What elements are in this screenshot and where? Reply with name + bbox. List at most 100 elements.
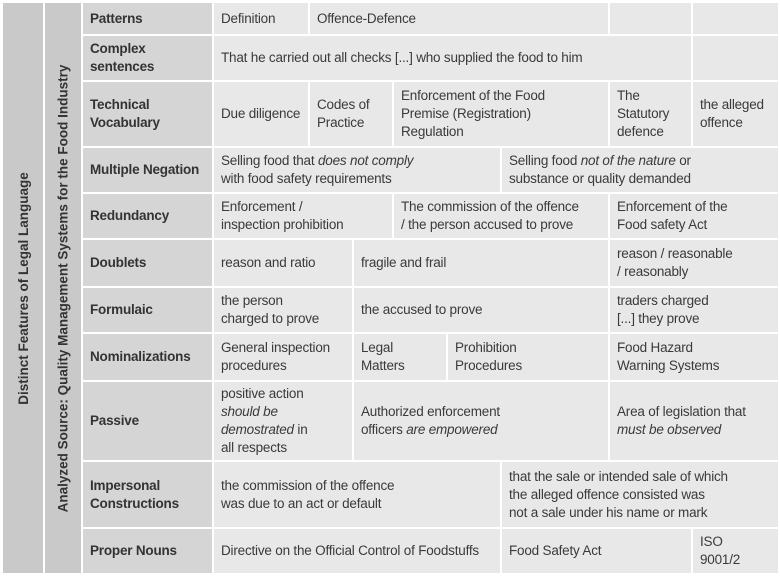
table-cell: traders charged [...] they prove bbox=[610, 288, 778, 332]
cell-text: Selling food that does not comply with f… bbox=[221, 152, 413, 188]
cell-text: Definition bbox=[221, 10, 275, 28]
table-cell: The Statutory defence bbox=[610, 82, 691, 146]
row-header: Impersonal Constructions bbox=[83, 462, 212, 527]
table-cell: Enforcement of the Food Premise (Registr… bbox=[394, 82, 608, 146]
text-segment: Selling food bbox=[509, 153, 581, 168]
row-header: Nominalizations bbox=[83, 334, 212, 380]
table-cell: Area of legislation that must be observe… bbox=[610, 382, 778, 460]
text-segment: Area of legislation that bbox=[617, 404, 746, 419]
row-header: Redundancy bbox=[83, 194, 212, 238]
emphasized-text: are empowered bbox=[406, 422, 498, 437]
row-header: Complex sentences bbox=[83, 36, 212, 80]
text-segment: Food Safety Act bbox=[509, 543, 602, 558]
side-label-outer-panel: Distinct Features of Legal Language bbox=[3, 3, 43, 573]
text-segment: Authorized enforcement officers bbox=[361, 404, 500, 437]
text-segment: the alleged offence bbox=[700, 97, 764, 130]
side-label-inner-panel: Analyzed Source: Quality Management Syst… bbox=[45, 3, 81, 573]
text-segment: fragile and frail bbox=[361, 255, 447, 270]
table-cell: positive action should be demostrated in… bbox=[214, 382, 352, 460]
empty-table-cell bbox=[693, 3, 778, 34]
text-segment: the person charged to prove bbox=[221, 293, 320, 326]
table-cell: Selling food that does not comply with f… bbox=[214, 148, 500, 192]
cell-text: Codes of Practice bbox=[317, 96, 370, 132]
emphasized-text: not of the nature bbox=[580, 153, 676, 168]
table-cell: Definition bbox=[214, 3, 308, 34]
table-cell: reason / reasonable / reasonably bbox=[610, 240, 778, 286]
cell-text: ISO 9001/2 bbox=[700, 533, 740, 569]
cell-text: reason and ratio bbox=[221, 254, 316, 272]
table-cell: Due diligence bbox=[214, 82, 308, 146]
text-segment: Directive on the Official Control of Foo… bbox=[221, 543, 479, 558]
row-header: Doublets bbox=[83, 240, 212, 286]
table-cell: Prohibition Procedures bbox=[448, 334, 608, 380]
cell-text: Selling food not of the nature or substa… bbox=[509, 152, 691, 188]
text-segment: Codes of Practice bbox=[317, 97, 370, 130]
row-header: Passive bbox=[83, 382, 212, 460]
text-segment: reason and ratio bbox=[221, 255, 316, 270]
text-segment: General inspection procedures bbox=[221, 340, 330, 373]
table-cell: Selling food not of the nature or substa… bbox=[502, 148, 778, 192]
cell-text: traders charged [...] they prove bbox=[617, 292, 709, 328]
text-segment: reason / reasonable / reasonably bbox=[617, 246, 733, 279]
cell-text: Food Safety Act bbox=[509, 542, 602, 560]
text-segment: traders charged [...] they prove bbox=[617, 293, 709, 326]
table-cell: Authorized enforcement officers are empo… bbox=[354, 382, 608, 460]
cell-text: the accused to prove bbox=[361, 301, 483, 319]
table-cell: Offence-Defence bbox=[310, 3, 608, 34]
table-cell: ISO 9001/2 bbox=[693, 529, 778, 573]
cell-text: The commission of the offence / the pers… bbox=[401, 198, 579, 234]
table-cell: Food Hazard Warning Systems bbox=[610, 334, 778, 380]
text-segment: the accused to prove bbox=[361, 302, 483, 317]
row-header: Technical Vocabulary bbox=[83, 82, 212, 146]
row-header: Proper Nouns bbox=[83, 529, 212, 573]
cell-text: The Statutory defence bbox=[617, 87, 669, 141]
cell-text: Enforcement of the Food Premise (Registr… bbox=[401, 87, 545, 141]
text-segment: Food Hazard Warning Systems bbox=[617, 340, 720, 373]
text-segment: Enforcement of the Food safety Act bbox=[617, 199, 728, 232]
empty-table-cell bbox=[610, 3, 691, 34]
text-segment: or substance or quality demanded bbox=[509, 153, 691, 186]
table-cell: that the sale or intended sale of which … bbox=[502, 462, 778, 527]
text-segment: that the sale or intended sale of which … bbox=[509, 468, 728, 520]
table-cell: the person charged to prove bbox=[214, 288, 352, 332]
table-cell: General inspection procedures bbox=[214, 334, 352, 380]
emphasized-text: does not comply bbox=[317, 153, 414, 168]
emphasized-text: should be demostrated bbox=[221, 404, 294, 437]
cell-text: Legal Matters bbox=[361, 339, 405, 375]
table-cell: Directive on the Official Control of Foo… bbox=[214, 529, 500, 573]
table-cell: That he carried out all checks [...] who… bbox=[214, 36, 691, 80]
text-segment: positive action bbox=[221, 386, 304, 401]
table-cell: fragile and frail bbox=[354, 240, 608, 286]
table-cell: Food Safety Act bbox=[502, 529, 691, 573]
side-label-inner: Analyzed Source: Quality Management Syst… bbox=[55, 64, 71, 512]
cell-text: Food Hazard Warning Systems bbox=[617, 339, 719, 375]
cell-text: reason / reasonable / reasonably bbox=[617, 245, 733, 281]
side-label-outer: Distinct Features of Legal Language bbox=[15, 171, 31, 405]
text-segment: The Statutory defence bbox=[617, 88, 670, 139]
text-segment: Definition bbox=[221, 10, 276, 26]
cell-text: Offence-Defence bbox=[317, 10, 416, 28]
text-segment: Due diligence bbox=[221, 106, 301, 121]
text-segment: in all respects bbox=[221, 422, 308, 455]
cell-text: Area of legislation that must be observe… bbox=[617, 403, 746, 439]
cell-text: positive action should be demostrated in… bbox=[221, 385, 308, 457]
text-segment: Legal Matters bbox=[361, 340, 405, 373]
empty-table-cell bbox=[693, 36, 778, 80]
table-cell: Enforcement / inspection prohibition bbox=[214, 194, 392, 238]
cell-text: the person charged to prove bbox=[221, 292, 319, 328]
table-cell: the accused to prove bbox=[354, 288, 608, 332]
text-segment: Enforcement of the Food Premise (Registr… bbox=[401, 88, 545, 139]
table-cell: The commission of the offence / the pers… bbox=[394, 194, 608, 238]
row-header: Multiple Negation bbox=[83, 148, 212, 192]
cell-text: Enforcement / inspection prohibition bbox=[221, 198, 344, 234]
cell-text: Prohibition Procedures bbox=[455, 339, 522, 375]
text-segment: ISO 9001/2 bbox=[700, 534, 741, 567]
text-segment: with food safety requirements bbox=[221, 171, 392, 186]
row-header: Formulaic bbox=[83, 288, 212, 332]
table-cell: Legal Matters bbox=[354, 334, 446, 380]
cell-text: That he carried out all checks [...] who… bbox=[221, 49, 583, 67]
text-segment: the commission of the offence was due to… bbox=[221, 477, 395, 511]
table-cell: reason and ratio bbox=[214, 240, 352, 286]
cell-text: Due diligence bbox=[221, 105, 300, 123]
text-segment: Offence-Defence bbox=[317, 10, 416, 26]
